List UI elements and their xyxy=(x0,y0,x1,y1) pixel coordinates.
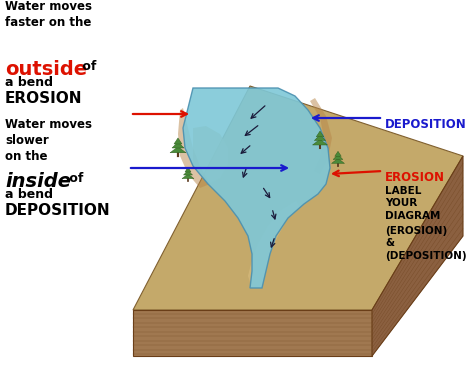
Text: EROSION: EROSION xyxy=(5,91,82,106)
Polygon shape xyxy=(182,174,194,179)
Text: inside: inside xyxy=(5,172,71,191)
Text: a bend: a bend xyxy=(5,76,53,89)
Polygon shape xyxy=(183,88,330,288)
Text: Water moves
faster on the: Water moves faster on the xyxy=(5,0,92,29)
Polygon shape xyxy=(133,86,463,310)
Text: EROSION: EROSION xyxy=(385,171,445,184)
Text: of: of xyxy=(78,60,96,73)
Polygon shape xyxy=(193,126,228,184)
Polygon shape xyxy=(310,98,332,174)
Polygon shape xyxy=(333,154,343,160)
Polygon shape xyxy=(172,142,184,148)
Text: DEPOSITION: DEPOSITION xyxy=(5,203,110,218)
Polygon shape xyxy=(372,156,463,356)
Text: LABEL
YOUR
DIAGRAM: LABEL YOUR DIAGRAM xyxy=(385,186,440,221)
Polygon shape xyxy=(314,135,326,141)
Polygon shape xyxy=(312,139,328,145)
Text: (EROSION)
&
(DEPOSITION): (EROSION) & (DEPOSITION) xyxy=(385,226,466,261)
Polygon shape xyxy=(133,310,372,356)
Polygon shape xyxy=(178,108,210,188)
Polygon shape xyxy=(331,158,345,163)
Polygon shape xyxy=(185,167,191,172)
Text: Water moves
slower
on the: Water moves slower on the xyxy=(5,118,92,163)
Polygon shape xyxy=(248,201,300,288)
Text: DEPOSITION: DEPOSITION xyxy=(385,118,467,131)
Text: of: of xyxy=(65,172,83,185)
Polygon shape xyxy=(335,151,341,156)
Text: a bend: a bend xyxy=(5,188,53,201)
Polygon shape xyxy=(316,131,324,137)
Polygon shape xyxy=(183,171,192,175)
Text: outside: outside xyxy=(5,60,87,79)
Polygon shape xyxy=(170,147,186,153)
Polygon shape xyxy=(174,138,182,144)
